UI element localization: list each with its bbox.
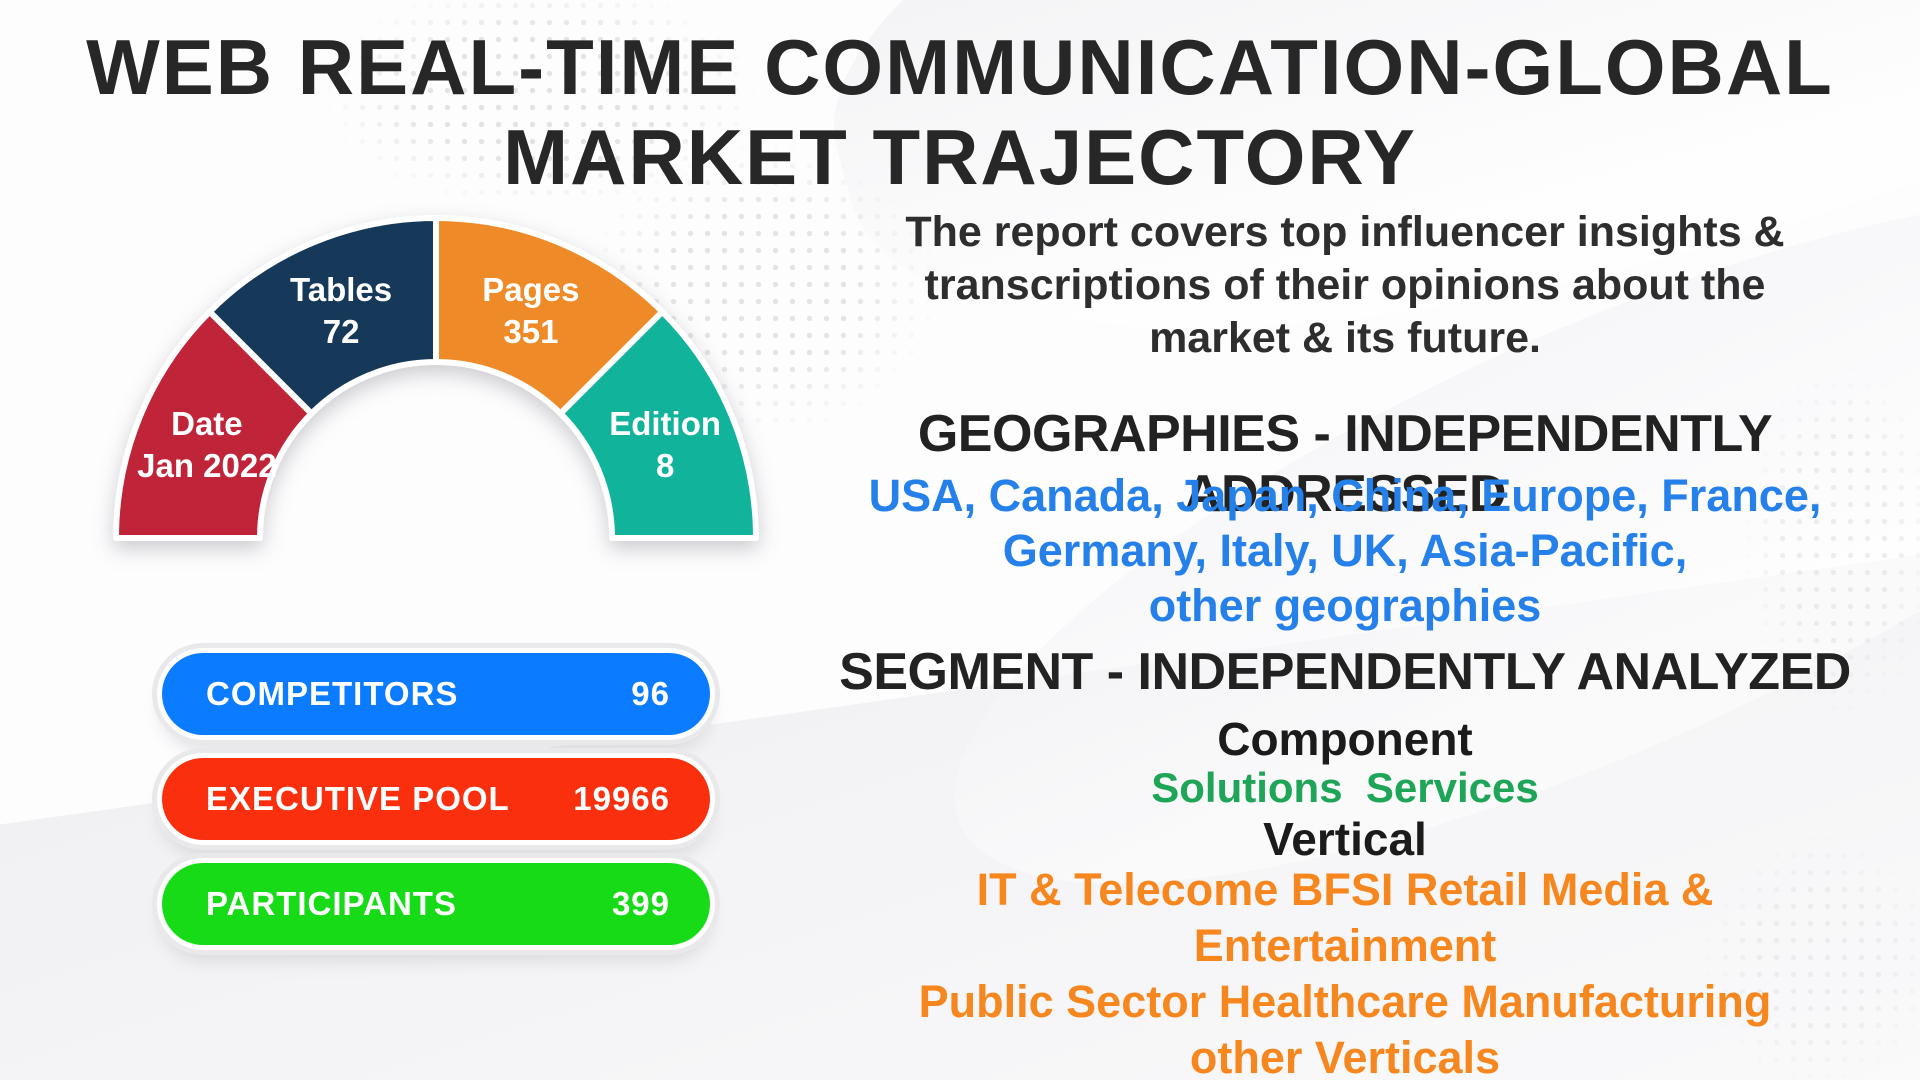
vertical-label: Vertical [1263,813,1427,865]
stat-label: EXECUTIVE POOL [206,780,510,817]
report-details-column: The report covers top influencer insight… [780,0,1910,1080]
geographies-list: USA, Canada, Japan, China, Europe, Franc… [868,470,1822,631]
segment-heading: SEGMENT - INDEPENDENTLY ANALYZED [839,643,1851,701]
component-items: Solutions Services [1151,764,1539,811]
stat-value: 399 [611,885,670,922]
stat-pill-executive-pool: EXECUTIVE POOL 19966 [162,758,710,840]
vertical-items: IT & Telecome BFSI Retail Media & Entert… [918,864,1772,1080]
component-label: Component [1217,713,1473,765]
stat-pill-participants: PARTICIPANTS 399 [162,863,710,945]
stat-pill-competitors: COMPETITORS 96 [162,653,710,735]
gauge-segment-label-date: Date Jan 2022 [137,405,276,484]
stat-label: COMPETITORS [206,675,459,712]
gauge-segment-label-tables: Tables 72 [290,271,392,350]
stat-label: PARTICIPANTS [206,885,457,922]
gauge-segment-label-pages: Pages 351 [482,271,579,350]
intro-text: The report covers top influencer insight… [905,208,1785,362]
stat-value: 96 [631,675,670,712]
stat-value: 19966 [573,780,670,817]
